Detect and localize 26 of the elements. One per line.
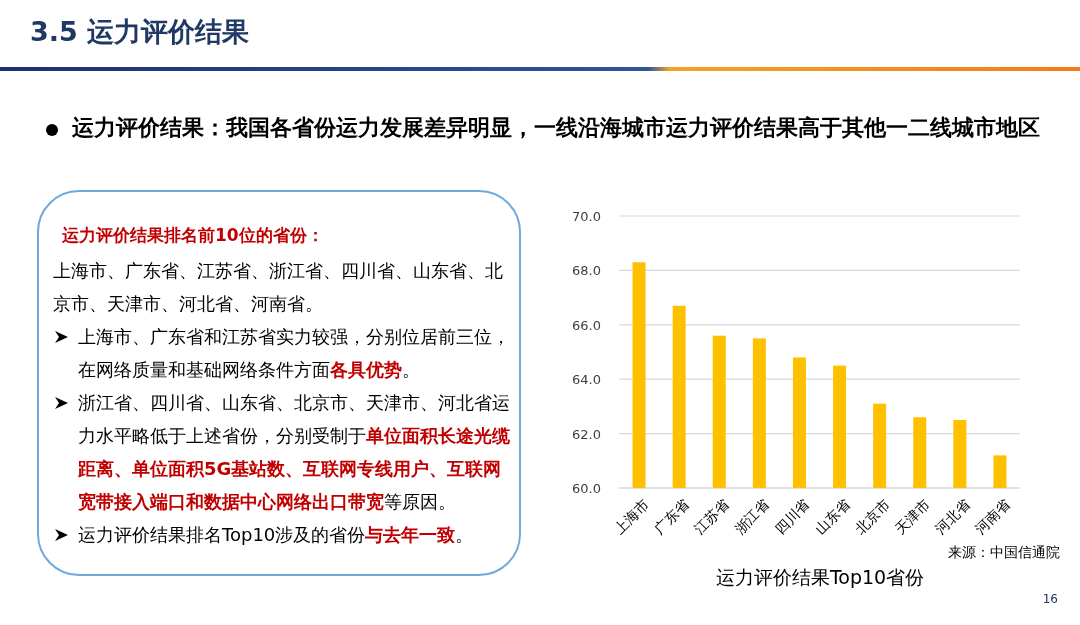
source-note: 来源：中国信通院 (948, 544, 1060, 562)
y-tick-label: 66.0 (572, 317, 601, 333)
text: 运力评价结果排名Top10涉及的省份与去年一致。 (78, 523, 475, 547)
x-tick-label: 广东省 (651, 495, 693, 537)
x-tick-label: 上海市 (611, 495, 653, 537)
x-tick-label: 河北省 (931, 495, 973, 537)
x-tick-label: 江苏省 (691, 495, 733, 537)
y-tick-label: 64.0 (572, 372, 601, 388)
y-tick-label: 60.0 (572, 481, 601, 496)
y-tick-label: 62.0 (572, 426, 601, 442)
x-tick-label: 四川省 (771, 495, 813, 537)
text: 3.5 运力评价结果 (30, 15, 250, 49)
x-tick-label: 河南省 (971, 495, 1013, 537)
y-tick-label: 70.0 (572, 209, 601, 224)
text: 上海市、广东省、江苏省、浙江省、四川省、山东省、北京市、天津市、河北省、河南省。 (53, 259, 504, 316)
x-tick-label: 北京市 (851, 495, 893, 537)
x-tick-label: 浙江省 (731, 495, 773, 537)
text: 16 (1042, 592, 1058, 606)
text: 运力评价结果排名前10位的省份： (62, 224, 324, 247)
text: 运力评价结果：我国各省份运力发展差异明显，一线沿海城市运力评价结果高于其他一二线城市地区 (72, 114, 1041, 142)
text: 浙江省、四川省、山东省、北京市、天津市、河北省运力水平略低于上述省份，分别受制于单位面积长途光缆距离、单位面积5G基站数、互联网专线用户、互联网宽带接入端口和数据中心网络出口带宽等原因。 (78, 391, 511, 514)
x-tick-label: 山东省 (811, 495, 853, 537)
text: 上海市、广东省和江苏省实力较强，分别位居前三位，在网络质量和基础网络条件方面各具优势。 (78, 325, 511, 382)
y-tick-label: 68.0 (572, 263, 601, 279)
x-tick-label: 天津市 (891, 495, 933, 537)
text: 运力评价结果Top10省份 (715, 566, 925, 588)
